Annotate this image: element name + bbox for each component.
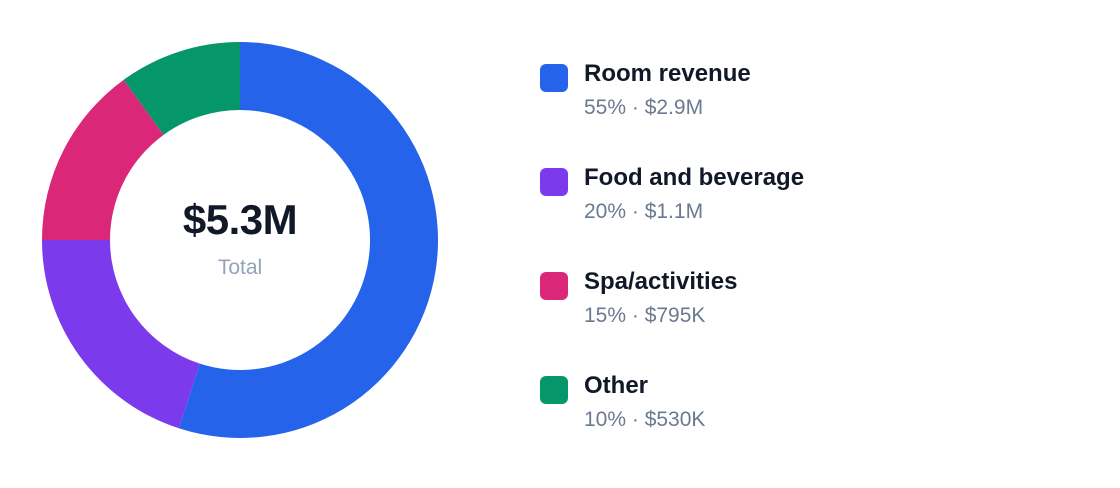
legend-swatch: [540, 168, 568, 196]
donut-slice-spa-activities[interactable]: [42, 79, 164, 240]
legend-detail: 20% · $1.1M: [584, 200, 704, 223]
legend-detail: 15% · $795K: [584, 304, 706, 327]
donut-slice-food-and-beverage[interactable]: [42, 240, 200, 429]
total-value: $5.3M: [182, 196, 298, 243]
legend-label: Spa/activities: [584, 268, 738, 295]
donut-slice-other[interactable]: [123, 42, 240, 135]
total-label: Total: [217, 256, 263, 279]
legend-swatch: [540, 64, 568, 92]
legend-swatch: [540, 272, 568, 300]
donut-chart: [42, 42, 439, 439]
legend-label: Other: [584, 372, 649, 399]
legend-label: Food and beverage: [584, 164, 805, 191]
legend-label: Room revenue: [584, 60, 751, 87]
donut-slice-room-revenue[interactable]: [178, 42, 439, 439]
legend-detail: 10% · $530K: [584, 408, 706, 431]
legend-detail: 55% · $2.9M: [584, 96, 704, 119]
legend-swatch: [540, 376, 568, 404]
